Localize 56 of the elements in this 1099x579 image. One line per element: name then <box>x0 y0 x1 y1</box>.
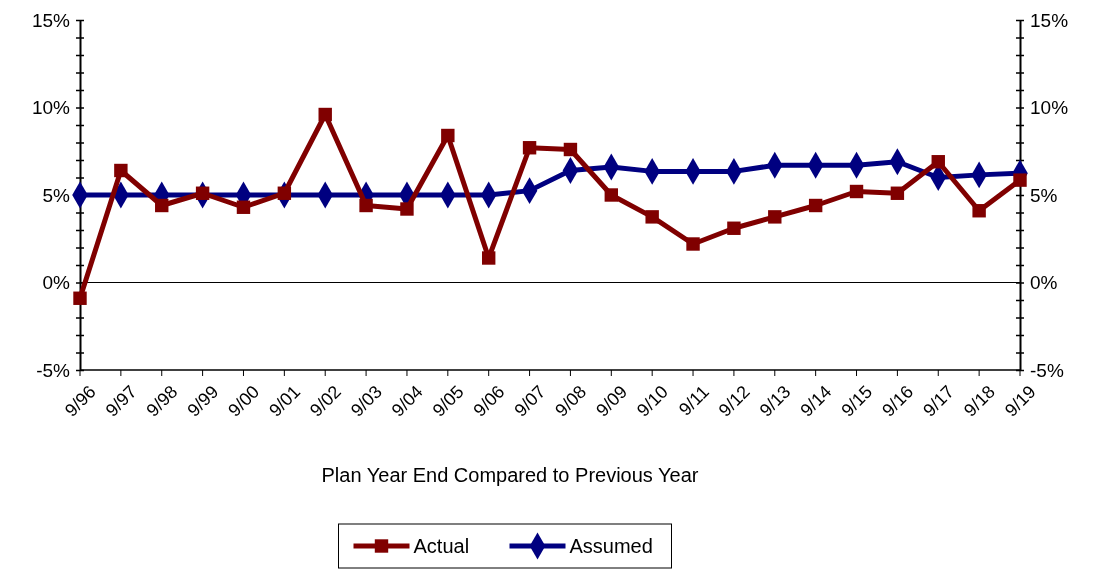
y-tick-label: -5% <box>36 359 71 381</box>
x-tick-label: 9/99 <box>183 381 223 421</box>
y2-tick-label: 5% <box>1030 184 1058 206</box>
point <box>236 200 251 214</box>
x-tick-label: 9/98 <box>142 381 182 421</box>
x-tick-label: 9/18 <box>959 381 999 421</box>
x-tick-label: 9/08 <box>551 381 591 421</box>
y-tick-label: 10% <box>31 97 71 119</box>
y-tick-label: 15% <box>31 9 71 31</box>
x-tick-label: 9/02 <box>306 381 345 421</box>
point <box>972 204 986 218</box>
x-tick-label: 9/12 <box>714 381 754 421</box>
x-tick-label: 9/04 <box>387 381 427 421</box>
point <box>522 141 537 155</box>
point <box>563 142 578 157</box>
point <box>645 210 659 224</box>
point <box>73 291 87 305</box>
y-tick-label: 0% <box>42 272 71 294</box>
point <box>808 198 823 213</box>
x-tick-label: 9/00 <box>224 381 264 421</box>
x-tick-label: 9/09 <box>592 381 632 421</box>
y2-tick-label: 10% <box>1030 97 1069 119</box>
x-tick-label: 9/10 <box>632 381 672 421</box>
x-tick-label: 9/03 <box>346 381 386 421</box>
point <box>441 128 455 143</box>
x-tick-label: 9/96 <box>60 381 100 421</box>
legend-label: Actual <box>413 535 470 557</box>
legend-label: Assumed <box>569 535 653 557</box>
point <box>318 107 332 122</box>
point <box>686 237 700 251</box>
point <box>931 155 945 169</box>
point <box>400 202 414 216</box>
point <box>604 188 619 202</box>
point <box>114 163 128 178</box>
x-tick-label: 9/14 <box>796 381 836 421</box>
y2-tick-label: 0% <box>1030 272 1058 294</box>
point <box>277 186 292 200</box>
x-tick-label: 9/13 <box>755 381 795 421</box>
x-tick-label: 9/11 <box>674 381 713 420</box>
point <box>1013 173 1027 187</box>
x-axis-title: Plan Year End Compared to Previous Year <box>321 464 699 486</box>
y2-tick-label: 15% <box>1030 9 1069 31</box>
point <box>155 198 169 213</box>
point <box>849 184 864 199</box>
point <box>359 198 373 213</box>
point <box>890 186 905 200</box>
point <box>481 251 496 265</box>
y-tick-label: 5% <box>42 184 71 206</box>
point <box>727 221 741 235</box>
y2-tick-label: -5% <box>1030 359 1064 381</box>
x-tick-label: 9/06 <box>469 381 509 421</box>
x-tick-label: 9/19 <box>1000 381 1040 421</box>
point <box>768 210 782 224</box>
point <box>195 186 210 200</box>
x-tick-label: 9/01 <box>265 381 305 421</box>
x-tick-label: 9/16 <box>878 381 918 421</box>
